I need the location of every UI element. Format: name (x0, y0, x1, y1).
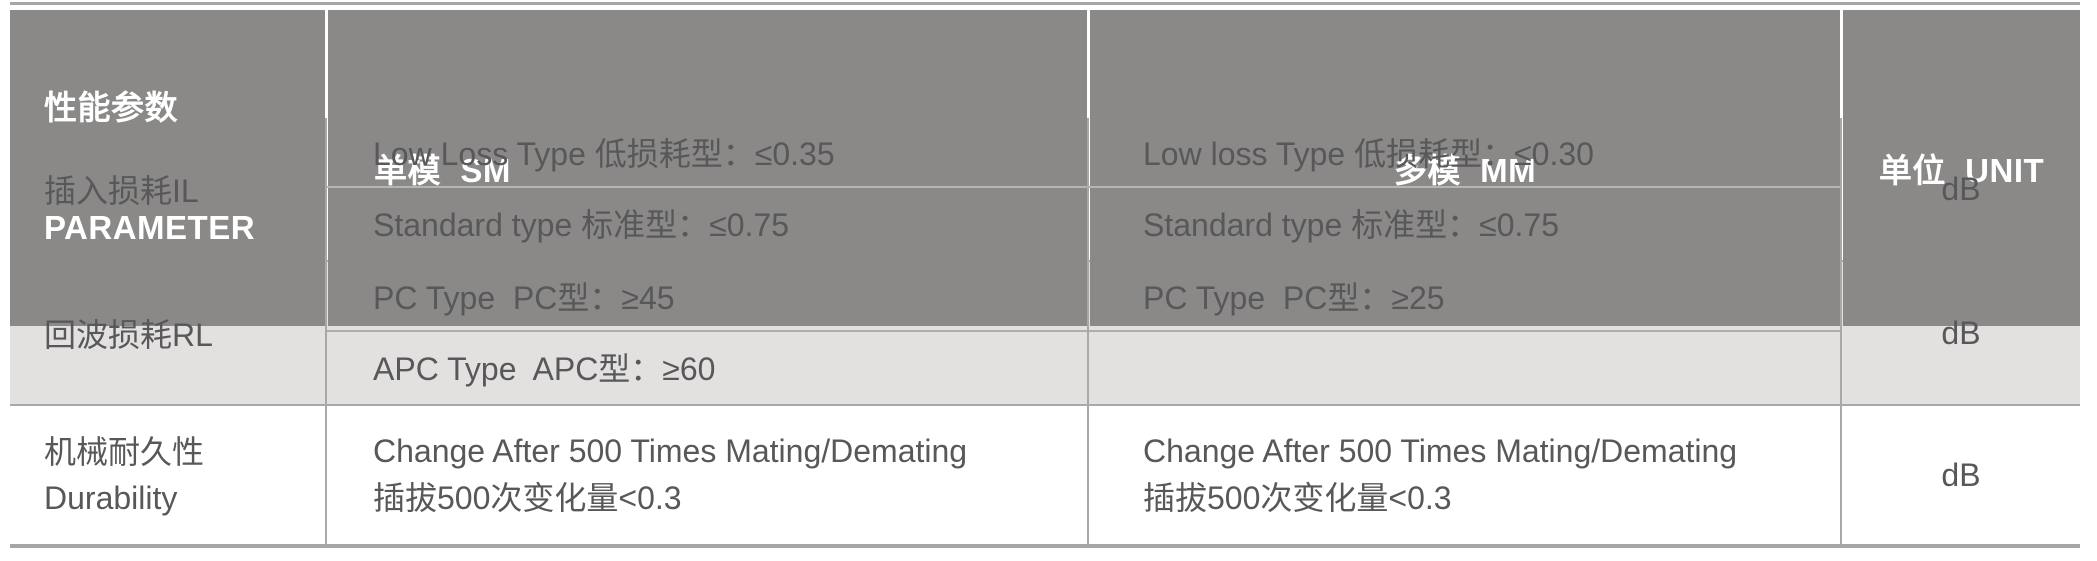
cell-sm-standard: Standard type 标准型：≤0.75 (373, 207, 789, 243)
table-bottom-rule (10, 544, 2080, 548)
cell-insertion-loss-mm: Low loss Type 低损耗型：≤0.30 Standard type 标… (1087, 118, 1840, 260)
table-header-row: 性能参数 PARAMETER 单模 SM 多模 MM 单位 UNIT (10, 10, 2080, 326)
spec-table: 性能参数 PARAMETER 单模 SM 多模 MM 单位 UNIT 插入损耗I… (10, 2, 2080, 548)
durability-param-line2: Durability (44, 480, 178, 516)
header-parameter-line2: PARAMETER (44, 209, 256, 246)
cell-insertion-loss-param: 插入损耗IL (44, 173, 199, 209)
header-cell-unit: 单位 UNIT (1843, 10, 2080, 326)
cell-durability-param: 机械耐久性 Durability (10, 406, 325, 544)
row-insertion-loss: 插入损耗IL Low Loss Type 低损耗型：≤0.35 Standard… (10, 118, 2080, 260)
cell-mm-low-loss: Low loss Type 低损耗型：≤0.30 (1089, 118, 1840, 188)
table-top-rule (10, 2, 2080, 5)
cell-sm-low-loss: Low Loss Type 低损耗型：≤0.35 (327, 118, 1087, 188)
cell-insertion-loss-unit: dB (1840, 118, 2080, 260)
cell-sm-apc-type: APC Type APC型：≥60 (373, 351, 716, 387)
header-cell-parameter: 性能参数 PARAMETER (10, 10, 325, 326)
cell-durability-unit: dB (1840, 406, 2080, 544)
durability-mm-line1: Change After 500 Times Mating/Demating (1143, 433, 1738, 469)
row-divider (10, 404, 2080, 406)
cell-durability-sm: Change After 500 Times Mating/Demating 插… (325, 406, 1087, 544)
durability-mm-line2: 插拔500次变化量<0.3 (1143, 480, 1452, 516)
header-cell-single-mode: 单模 SM (328, 10, 1087, 326)
cell-return-loss-mm: PC Type PC型：≥25 (1087, 262, 1840, 404)
cell-mm-apc-empty (1089, 332, 1840, 402)
cell-durability-mm: Change After 500 Times Mating/Demating 插… (1087, 406, 1840, 544)
cell-return-loss-sm: PC Type PC型：≥45 APC Type APC型：≥60 (325, 262, 1087, 404)
header-cell-multi-mode: 多模 MM (1090, 10, 1840, 326)
cell-return-loss-unit: dB (1840, 262, 2080, 404)
durability-sm-line2: 插拔500次变化量<0.3 (373, 480, 682, 516)
row-durability: 机械耐久性 Durability Change After 500 Times … (10, 406, 2080, 544)
cell-insertion-loss-sm: Low Loss Type 低损耗型：≤0.35 Standard type 标… (325, 118, 1087, 260)
durability-sm-line1: Change After 500 Times Mating/Demating (373, 433, 968, 469)
cell-mm-standard: Standard type 标准型：≤0.75 (1143, 207, 1559, 243)
cell-mm-pc-type: PC Type PC型：≥25 (1089, 262, 1840, 332)
cell-return-loss-param: 回波损耗RL (44, 317, 213, 353)
cell-sm-pc-type: PC Type PC型：≥45 (327, 262, 1087, 332)
row-return-loss: 回波损耗RL PC Type PC型：≥45 APC Type APC型：≥60… (10, 262, 2080, 404)
header-parameter-line1: 性能参数 (44, 89, 178, 126)
durability-param-line1: 机械耐久性 (44, 434, 205, 470)
